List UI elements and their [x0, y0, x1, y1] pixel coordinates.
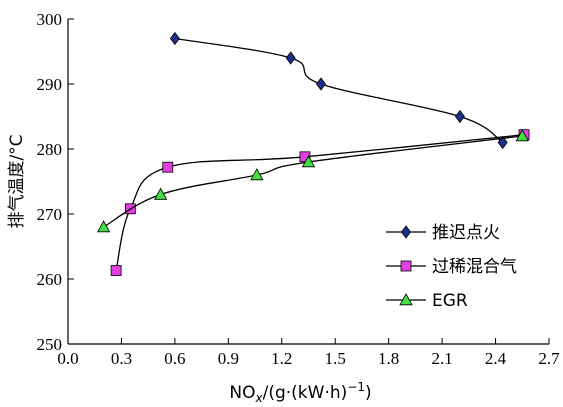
- series-line: [174, 37, 504, 144]
- data-point: [454, 109, 465, 124]
- y-tick-label: 250: [37, 335, 63, 354]
- y-tick-label: 290: [37, 75, 63, 94]
- x-axis-title: NOx/(g·(kW·h)−1): [229, 380, 371, 405]
- data-point: [301, 155, 316, 168]
- x-tick-label: 2.7: [538, 349, 560, 368]
- legend-label: 推迟点火: [432, 223, 500, 243]
- legend-item: 过稀混合气: [386, 257, 517, 277]
- legend-label: EGR: [432, 291, 468, 311]
- data-point: [285, 51, 296, 65]
- x-tick-label: 0.6: [164, 349, 185, 368]
- data-point: [162, 161, 174, 173]
- series-diamond: [169, 31, 508, 150]
- data-point: [250, 168, 264, 181]
- data-point: [515, 129, 529, 142]
- x-tick-label: 2.1: [431, 349, 452, 368]
- x-tick-label: 1.5: [325, 349, 346, 368]
- x-tick-label: 0.9: [218, 349, 239, 368]
- series-line: [103, 135, 523, 228]
- series-line: [115, 134, 525, 271]
- data-point: [110, 265, 122, 276]
- series-layer: [96, 31, 530, 276]
- x-tick-label: 1.2: [271, 349, 292, 368]
- y-tick-label: 260: [37, 270, 63, 289]
- legend-item: EGR: [386, 291, 468, 311]
- x-tick-label: 0.0: [57, 349, 78, 368]
- x-tick-label: 2.4: [485, 349, 507, 368]
- legend-marker: [401, 225, 411, 239]
- data-point: [153, 187, 168, 200]
- x-tick-label: 0.3: [111, 349, 132, 368]
- data-point: [315, 77, 326, 91]
- legend-label: 过稀混合气: [432, 257, 517, 277]
- x-tick-label: 1.8: [378, 349, 399, 368]
- y-axis-title: 排气温度/°C: [7, 134, 27, 228]
- series-square: [110, 129, 530, 276]
- y-tick-label: 280: [37, 140, 63, 159]
- y-tick-label: 270: [37, 205, 63, 224]
- series-triangle: [96, 129, 529, 233]
- data-point: [96, 220, 111, 233]
- legend-marker: [399, 293, 413, 306]
- legend-marker: [400, 260, 412, 272]
- legend-item: 推迟点火: [386, 223, 500, 243]
- data-point: [497, 135, 508, 150]
- axes: 0.0 0.3 0.6 0.9 1.2 1.5 1.8 2.1 2.4 2.7 250 260 270 2…: [7, 10, 560, 405]
- data-point: [169, 31, 180, 46]
- y-tick-label: 300: [37, 10, 63, 29]
